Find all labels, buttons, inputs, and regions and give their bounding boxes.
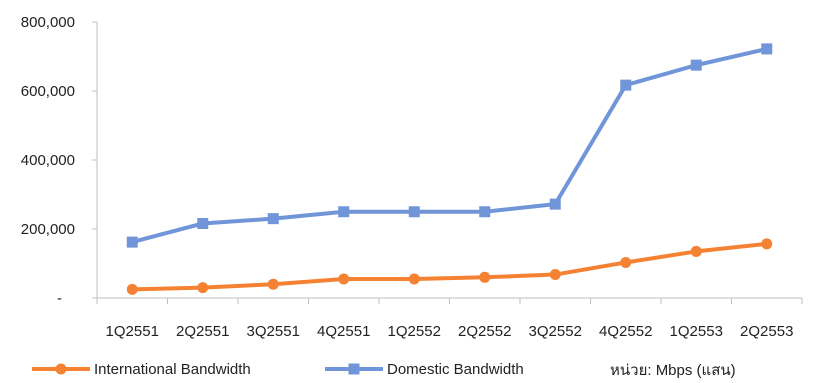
data-point [761, 43, 773, 55]
data-point [338, 273, 350, 285]
x-tick-label: 2Q2551 [176, 323, 229, 340]
y-tick-label: 800,000 [21, 14, 75, 31]
data-point [126, 236, 138, 248]
x-tick-label: 4Q2552 [599, 323, 652, 340]
data-point [549, 269, 561, 281]
y-tick-label: 400,000 [21, 152, 75, 169]
y-tick-label: 200,000 [21, 221, 75, 238]
x-tick-label: 2Q2553 [740, 323, 793, 340]
data-point [690, 245, 702, 257]
series-line-2 [130, 46, 769, 245]
data-point [197, 217, 209, 229]
x-axis: 1Q2551 2Q2551 3Q2551 4Q2551 1Q2552 2Q2552 3Q25… [96, 297, 803, 340]
data-point [761, 238, 773, 250]
series-group [126, 43, 773, 295]
x-tick-label: 3Q2551 [247, 323, 300, 340]
x-tick-label: 3Q2552 [529, 323, 582, 340]
y-tick-label: 600,000 [21, 83, 75, 100]
legend-label: Domestic Bandwidth [387, 361, 524, 378]
data-point [126, 283, 138, 295]
x-tick-label: 2Q2552 [458, 323, 511, 340]
legend-marker [55, 363, 67, 375]
legend-marker [348, 363, 360, 375]
legend-label: International Bandwidth [94, 361, 251, 378]
data-point [267, 278, 279, 290]
legend: International Bandwidth Domestic Bandwidt… [32, 361, 524, 378]
data-point [479, 271, 491, 283]
data-point [338, 206, 350, 218]
data-point [408, 273, 420, 285]
data-point [690, 59, 702, 71]
data-point [549, 198, 561, 210]
data-point [479, 206, 491, 218]
x-tick-label: 1Q2552 [388, 323, 441, 340]
series-line-1 [130, 241, 769, 292]
unit-note: หน่วย: Mbps (แสน) [610, 362, 736, 379]
data-point [620, 79, 632, 91]
x-tick-label: 4Q2551 [317, 323, 370, 340]
y-axis: - 200,000 400,000 600,000 800,000 [21, 14, 98, 307]
x-tick-label: 1Q2551 [106, 323, 159, 340]
data-point [620, 256, 632, 268]
data-point [408, 206, 420, 218]
x-tick-label: 1Q2553 [670, 323, 723, 340]
data-point [197, 282, 209, 294]
y-tick-label: - [57, 290, 62, 307]
data-point [267, 213, 279, 225]
